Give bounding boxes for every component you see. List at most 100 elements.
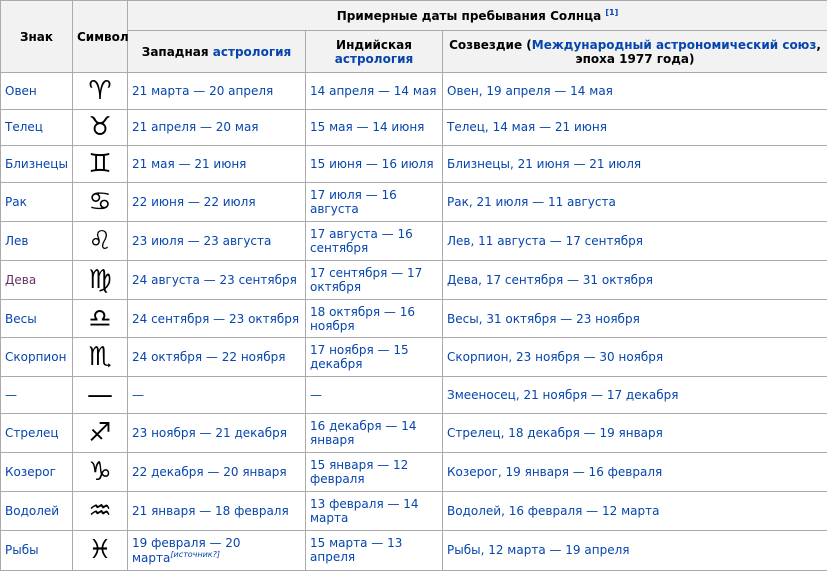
- constellation[interactable]: Весы, 31 октября — 23 ноября: [447, 311, 640, 326]
- indian-cell: 15 мая — 14 июня: [305, 108, 443, 147]
- western[interactable]: 23 июля — 23 августа: [132, 233, 272, 248]
- symbol-cell: ♊: [72, 145, 128, 183]
- constellation[interactable]: Скорпион, 23 ноября — 30 ноября: [447, 350, 664, 365]
- sign[interactable]: Телец: [5, 120, 43, 135]
- symbol-cell: ♉: [72, 108, 128, 147]
- header-western: Западная астрология: [127, 30, 306, 73]
- constellation[interactable]: Близнецы, 21 июня — 21 июля: [447, 156, 642, 171]
- constellation[interactable]: Змееносец, 21 ноября — 17 декабря: [447, 388, 679, 403]
- indian-cell: 15 июня — 16 июля: [305, 145, 443, 183]
- constellation[interactable]: Рак, 21 июля — 11 августа: [447, 194, 616, 209]
- western[interactable]: 22 июня — 22 июля: [132, 194, 256, 209]
- constellation-cell: Козерог, 19 января — 16 февраля: [441, 451, 827, 492]
- sign-cell: Козерог: [0, 451, 73, 492]
- symbol: ♉: [88, 112, 112, 143]
- constellation[interactable]: Лев, 11 августа — 17 сентября: [447, 233, 643, 248]
- indian-cell: 17 июля — 16 августа: [305, 181, 443, 222]
- sign-cell: Дева: [0, 259, 73, 300]
- sign-cell: Скорпион: [0, 337, 73, 378]
- indian-cell: 15 марта — 13 апреля: [305, 529, 443, 571]
- link[interactable]: астрология: [212, 44, 292, 59]
- sign-cell: Лев: [0, 220, 73, 261]
- sign[interactable]: —: [5, 388, 17, 403]
- sign[interactable]: Скорпион: [5, 350, 67, 365]
- indian[interactable]: 15 мая — 14 июня: [310, 120, 425, 135]
- indian-cell: 14 апреля — 14 мая: [305, 72, 443, 110]
- header-dates-text: Примерные даты пребывания Солнца: [336, 9, 602, 23]
- sign[interactable]: Овен: [5, 83, 37, 98]
- text: Созвездие (: [449, 37, 532, 52]
- western-cell: 21 мая — 21 июня: [127, 145, 306, 183]
- indian[interactable]: —: [310, 388, 322, 403]
- row: Водолей ♒ 21 января — 18 февраля 13 февраля…: [0, 490, 827, 531]
- symbol: ♍: [88, 264, 112, 295]
- row: Стрелец ♐ 23 ноября — 21 декабря 16 декабря…: [0, 413, 827, 453]
- constellation[interactable]: Козерог, 19 января — 16 февраля: [447, 464, 663, 479]
- indian[interactable]: 13 февраля — 14 марта: [310, 496, 419, 525]
- western[interactable]: 24 сентября — 23 октября: [132, 311, 300, 326]
- row: Весы ♎ 24 сентября — 23 октября 18 октября …: [0, 298, 827, 339]
- sign-cell: —: [0, 376, 73, 414]
- western-cell: 21 марта — 20 апреля: [127, 72, 306, 110]
- indian[interactable]: 17 июля — 16 августа: [310, 187, 397, 216]
- link[interactable]: астрология: [334, 51, 414, 66]
- western[interactable]: 21 апреля — 20 мая: [132, 120, 259, 135]
- symbol: —: [87, 380, 113, 411]
- western[interactable]: 19 февраля — 20 марта: [132, 535, 241, 565]
- indian[interactable]: 17 августа — 16 сентября: [310, 226, 413, 255]
- indian[interactable]: 17 ноября — 15 декабря: [310, 343, 409, 372]
- row: Рак ♋ 22 июня — 22 июля 17 июля — 16 август…: [0, 181, 827, 222]
- symbol: ♐: [88, 417, 112, 448]
- indian-cell: 17 ноября — 15 декабря: [305, 337, 443, 378]
- indian[interactable]: 18 октября — 16 ноября: [310, 304, 416, 333]
- sign[interactable]: Рыбы: [5, 543, 39, 558]
- sign[interactable]: Весы: [5, 311, 37, 326]
- symbol: ♎: [88, 303, 112, 334]
- western[interactable]: 24 августа — 23 сентября: [132, 272, 297, 287]
- constellation[interactable]: Телец, 14 мая — 21 июня: [447, 120, 607, 135]
- western[interactable]: —: [132, 388, 144, 403]
- indian[interactable]: 14 апреля — 14 мая: [310, 83, 437, 98]
- symbol: ♊: [88, 148, 112, 179]
- indian[interactable]: 15 июня — 16 июля: [310, 156, 434, 171]
- constellation-cell: Скорпион, 23 ноября — 30 ноября: [441, 337, 827, 378]
- western[interactable]: 24 октября — 22 ноября: [132, 350, 286, 365]
- sign[interactable]: Близнецы: [5, 156, 68, 171]
- constellation-cell: Овен, 19 апреля — 14 мая: [441, 72, 827, 110]
- symbol: ♌: [88, 225, 112, 256]
- western[interactable]: 22 декабря — 20 января: [132, 464, 287, 479]
- western[interactable]: 21 марта — 20 апреля: [132, 83, 274, 98]
- symbol-cell: ♒: [72, 490, 128, 531]
- sign[interactable]: Водолей: [5, 503, 60, 518]
- sign[interactable]: Козерог: [5, 464, 56, 479]
- symbol: ♏: [88, 342, 112, 373]
- western[interactable]: 23 ноября — 21 декабря: [132, 425, 287, 440]
- indian[interactable]: 15 марта — 13 апреля: [310, 536, 403, 565]
- link[interactable]: Международный астрономический союз: [531, 37, 817, 52]
- header-sign: Знак: [0, 0, 73, 73]
- constellation[interactable]: Рыбы, 12 марта — 19 апреля: [447, 543, 630, 558]
- indian[interactable]: 15 января — 12 февраля: [310, 457, 409, 486]
- sign[interactable]: Стрелец: [5, 425, 59, 440]
- constellation[interactable]: Водолей, 16 февраля — 12 марта: [447, 503, 660, 518]
- constellation[interactable]: Овен, 19 апреля — 14 мая: [447, 83, 613, 98]
- indian[interactable]: 17 сентября — 17 октября: [310, 265, 423, 294]
- symbol: ♒: [88, 495, 112, 526]
- western[interactable]: 21 мая — 21 июня: [132, 156, 247, 171]
- constellation-cell: Весы, 31 октября — 23 ноября: [441, 298, 827, 339]
- sign-cell: Рыбы: [0, 529, 73, 571]
- sign[interactable]: Лев: [5, 233, 29, 248]
- constellation[interactable]: Дева, 17 сентября — 31 октября: [447, 272, 653, 287]
- sign[interactable]: Дева: [5, 272, 37, 287]
- ref[interactable]: [1]: [605, 8, 619, 17]
- row: Овен ♈ 21 марта — 20 апреля 14 апреля — 14 …: [0, 72, 827, 110]
- constellation-cell: Рыбы, 12 марта — 19 апреля: [441, 529, 827, 571]
- citation-needed[interactable]: [источник?]: [170, 549, 221, 559]
- constellation[interactable]: Стрелец, 18 декабря — 19 января: [447, 425, 663, 440]
- symbol-cell: ♍: [72, 259, 128, 300]
- western-cell: 24 октября — 22 ноября: [127, 337, 306, 378]
- sign[interactable]: Рак: [5, 194, 27, 209]
- indian[interactable]: 16 декабря — 14 января: [310, 418, 417, 447]
- western[interactable]: 21 января — 18 февраля: [132, 503, 289, 518]
